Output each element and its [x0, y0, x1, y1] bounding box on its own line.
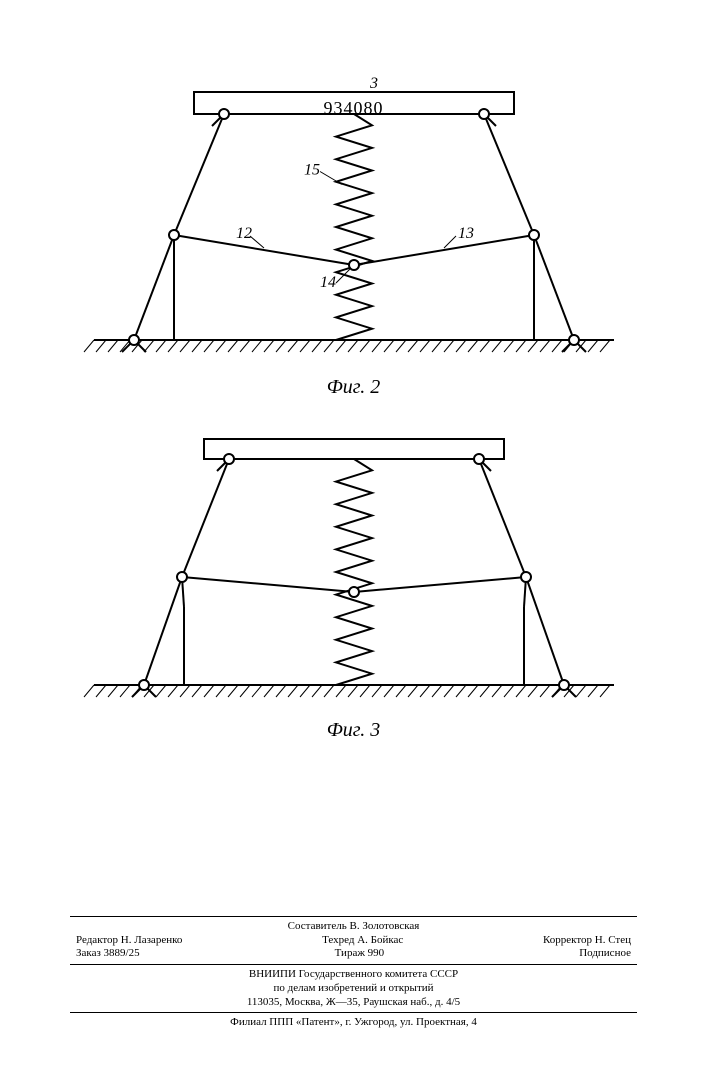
- figure-2-caption: Фиг. 2: [74, 376, 634, 399]
- footer-address: 113035, Москва, Ж—35, Раушская наб., д. …: [70, 996, 637, 1010]
- footer-order: Заказ 3889/25: [76, 947, 140, 961]
- svg-text:3: 3: [369, 75, 378, 92]
- svg-text:13: 13: [458, 225, 474, 242]
- footer-corrector: Корректор Н. Стец: [543, 934, 631, 948]
- footer-org2: по делам изобретений и открытий: [70, 982, 637, 996]
- figure-3-diagram: [74, 417, 634, 713]
- svg-text:15: 15: [304, 162, 320, 179]
- footer-editor: Редактор Н. Лазаренко: [76, 934, 182, 948]
- footer-techred: Техред А. Бойкас: [322, 934, 403, 948]
- footer-block: Составитель В. Золотовская Редактор Н. Л…: [70, 913, 637, 1030]
- footer-compiler: Составитель В. Золотовская: [288, 920, 420, 934]
- svg-text:12: 12: [236, 225, 252, 242]
- footer-org1: ВНИИПИ Государственного комитета СССР: [70, 968, 637, 982]
- svg-text:14: 14: [320, 274, 336, 291]
- figure-3-caption: Фиг. 3: [74, 719, 634, 742]
- footer-circulation: Тираж 990: [335, 947, 385, 961]
- footer-subscription: Подписное: [579, 947, 631, 961]
- footer-branch: Филиал ППП «Патент», г. Ужгород, ул. Про…: [70, 1016, 637, 1030]
- patent-number: 934080: [0, 98, 707, 119]
